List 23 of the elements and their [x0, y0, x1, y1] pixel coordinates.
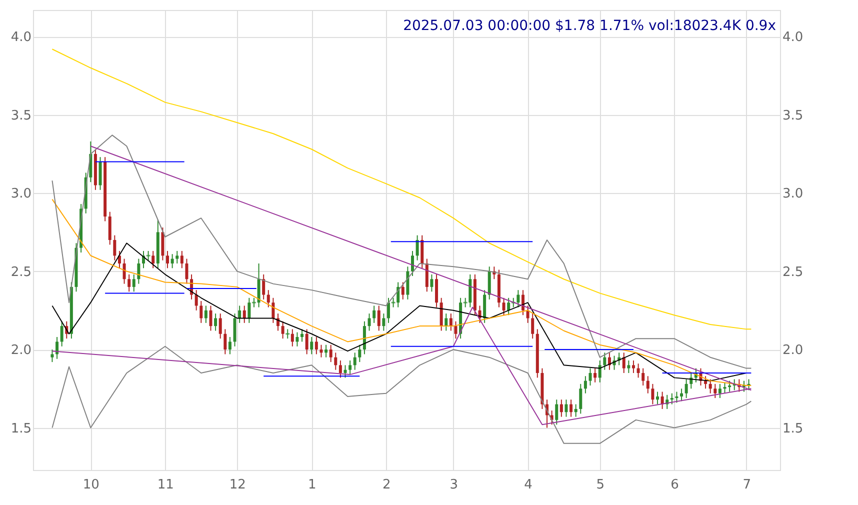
y2-tick-label: 2.0 — [782, 343, 804, 358]
y2-tick-label: 3.5 — [782, 108, 804, 124]
y-tick-label: 3.0 — [10, 186, 32, 202]
y-tick-label: 1.5 — [10, 421, 32, 436]
y2-tick-label: 2.5 — [782, 264, 804, 280]
x-tick-label: 7 — [742, 478, 752, 492]
y2-tick-label: 1.5 — [782, 421, 804, 436]
y2-tick-label: 3.0 — [782, 186, 804, 202]
x-tick-label: 3 — [450, 478, 458, 492]
x-tick-label: 5 — [596, 478, 604, 492]
x-tick-label: 12 — [229, 478, 246, 492]
y2-tick-label: 4.0 — [782, 30, 804, 46]
y-tick-label: 2.5 — [10, 264, 32, 280]
x-tick-label: 2 — [382, 478, 391, 492]
x-tick-label: 4 — [524, 478, 532, 492]
x-tick-label: 1 — [308, 478, 316, 492]
x-tick-label: 6 — [670, 478, 679, 492]
y-tick-label: 3.5 — [10, 108, 32, 124]
y-tick-label: 4.0 — [10, 30, 32, 46]
text: 2025.07.03 00:00:00 $1.78 1.71% vol:18023.4K 0.9x — [403, 18, 776, 34]
x-tick-label: 11 — [157, 478, 174, 492]
x-tick-label: 10 — [82, 478, 100, 492]
y-tick-label: 2.0 — [10, 343, 32, 358]
